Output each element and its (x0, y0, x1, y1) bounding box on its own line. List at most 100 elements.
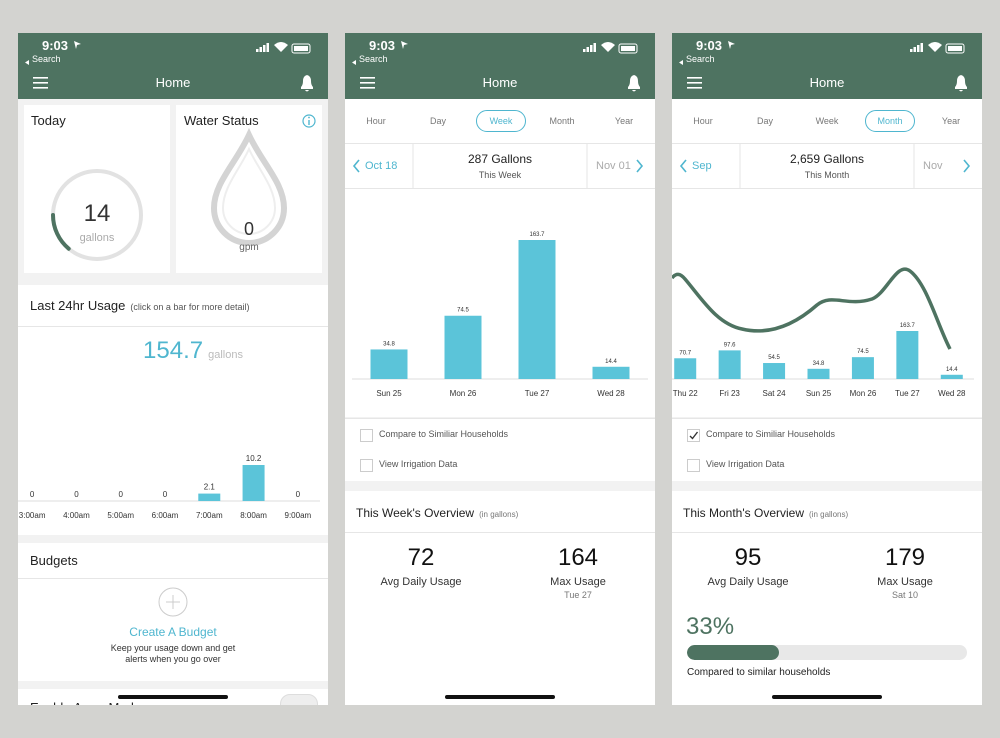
bar-value-label: 97.6 (724, 342, 736, 348)
tab-selected[interactable]: Month (865, 110, 915, 132)
overview-section: This Week's Overview (in gallons) 72 Avg Da… (345, 491, 655, 705)
bar-category-label: Wed 28 (597, 389, 625, 398)
checkbox[interactable] (360, 459, 373, 472)
create-budget[interactable]: Create A Budget (129, 625, 217, 639)
avg-value: 72 (407, 544, 435, 571)
separator (18, 578, 328, 579)
next-chevron[interactable] (963, 159, 971, 173)
tab[interactable]: Day (429, 116, 446, 126)
option-label: View Irrigation Data (706, 459, 785, 469)
period-total: 2,659 Gallons (789, 152, 865, 166)
max-value: 179 (884, 544, 926, 571)
tab[interactable]: Year (614, 116, 634, 126)
drop-outline (210, 127, 288, 246)
option-label: View Irrigation Data (379, 459, 458, 469)
tab[interactable]: Day (756, 116, 773, 126)
tab-bar: Hour Day Week Month Year (345, 99, 655, 144)
menu-line[interactable] (360, 82, 375, 84)
bar-value-label: 34.8 (383, 341, 395, 347)
tab[interactable]: Month (549, 116, 575, 126)
next-chevron[interactable] (636, 159, 644, 173)
period-total: 287 Gallons (467, 152, 533, 166)
wifi-icon (274, 42, 288, 52)
checkbox[interactable] (687, 459, 700, 472)
bar-value-label: 70.7 (679, 350, 691, 356)
bar-category-label: 6:00am (152, 511, 179, 520)
status-icons (679, 41, 967, 92)
checkbox[interactable] (360, 429, 373, 442)
drop-inner (221, 146, 277, 235)
separator (672, 532, 982, 533)
signal-bar (910, 49, 913, 52)
tab[interactable]: Week (815, 116, 839, 126)
bar-value-label: 74.5 (457, 308, 469, 314)
wifi-icon (928, 42, 942, 52)
comparison-curve (672, 267, 952, 350)
info-icon[interactable] (302, 114, 316, 128)
menu-line[interactable] (33, 77, 48, 79)
bar-chart: 34.8 Sun 25 74.5 Mon 26 163.7 Tue 27 14.4 Wed 2… (352, 232, 648, 398)
wifi-icon (601, 42, 615, 52)
bar-category-label: 7:00am (196, 511, 223, 520)
bar[interactable] (763, 363, 786, 379)
menu-line[interactable] (33, 82, 48, 84)
usage-section: Last 24hr Usage (click on a bar for more … (18, 285, 328, 535)
signal-bar (583, 49, 586, 52)
bar-chart: 70.7 Thu 22 97.6 Fri 23 54.5 Sat 24 34.8 Sun 25… (672, 323, 974, 398)
bar[interactable] (807, 368, 830, 379)
checkbox[interactable] (687, 429, 700, 442)
bar[interactable] (198, 493, 221, 501)
tab[interactable]: Hour (366, 116, 386, 126)
tab-selected[interactable]: Week (476, 110, 526, 132)
usage-total: 154.7 (143, 337, 204, 364)
today-value: 14 (83, 200, 111, 227)
bar[interactable] (370, 349, 408, 379)
menu-line[interactable] (33, 87, 48, 89)
period-label: This Week (478, 170, 522, 180)
prev-chevron[interactable] (352, 159, 360, 173)
battery (945, 43, 965, 54)
signal-bar (913, 47, 916, 52)
bar[interactable] (444, 315, 482, 379)
location-icon (74, 41, 81, 49)
max-label: Max Usage (550, 576, 606, 588)
bar[interactable] (940, 374, 963, 379)
battery (291, 43, 311, 54)
prev-chevron[interactable] (679, 159, 687, 173)
gauge-arc (51, 213, 71, 251)
add-circle[interactable] (158, 587, 188, 617)
signal-bar (266, 43, 269, 52)
bar-value-label: 0 (30, 490, 35, 499)
signal-bar (263, 45, 266, 52)
today-card: Today14gallons17% of 10 day average (24, 105, 170, 298)
budgets-section: Budgets Create A Budget Keep your usage do… (18, 543, 328, 681)
back-arrow (25, 60, 29, 65)
prev-period[interactable]: Sep (692, 160, 712, 172)
menu-line[interactable] (687, 82, 702, 84)
max-label: Max Usage (877, 576, 933, 588)
bar[interactable] (518, 240, 556, 379)
menu-line[interactable] (687, 77, 702, 79)
next-period[interactable]: Nov 01 (596, 160, 631, 172)
status-icons (352, 41, 640, 92)
menu-line[interactable] (687, 87, 702, 89)
bar[interactable] (592, 366, 630, 379)
bar[interactable] (896, 331, 919, 379)
prev-period[interactable]: Oct 18 (365, 160, 398, 172)
location-icon (728, 41, 735, 49)
menu-line[interactable] (360, 77, 375, 79)
tab[interactable]: Hour (693, 116, 713, 126)
bar-value-label: 0 (163, 490, 168, 499)
bar[interactable] (674, 358, 697, 379)
progress-fill (687, 645, 780, 660)
max-date: Tue 27 (564, 590, 592, 600)
period-icons (352, 144, 644, 188)
next-period[interactable]: Nov (923, 160, 943, 172)
menu-line[interactable] (360, 87, 375, 89)
bar[interactable] (242, 465, 265, 501)
bar[interactable] (718, 350, 741, 379)
bar[interactable] (851, 357, 874, 379)
period-row: Oct 18 287 Gallons This Week Nov 01 (345, 144, 655, 189)
overview-section: This Month's Overview (in gallons) 95 Avg D… (672, 491, 982, 705)
tab[interactable]: Year (941, 116, 961, 126)
